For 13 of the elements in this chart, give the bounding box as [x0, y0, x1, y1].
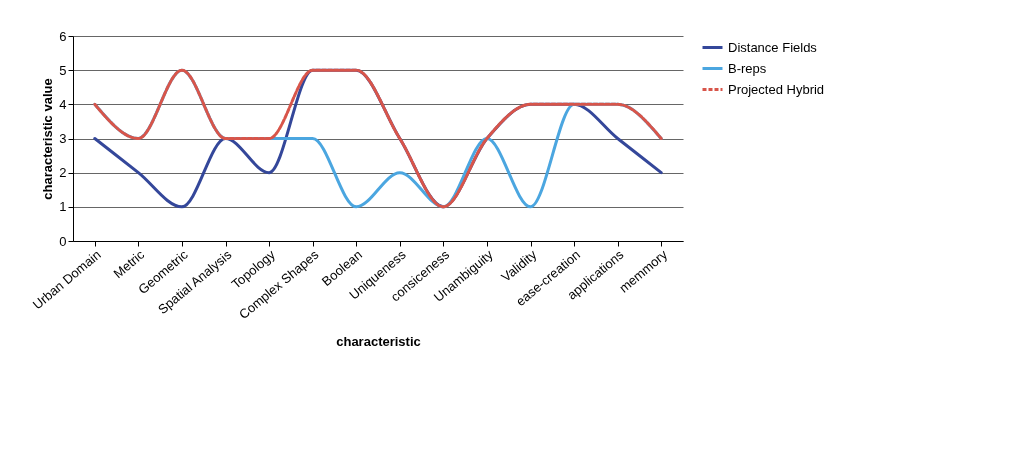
- legend-label: Projected Hybrid: [728, 81, 825, 97]
- y-tick-label: 3: [59, 131, 67, 146]
- x-axis-title: characteristic: [336, 334, 421, 350]
- legend-label: Distance Fields: [728, 39, 818, 55]
- y-axis-title: characteristic value: [40, 78, 56, 200]
- y-tick-label: 0: [59, 233, 67, 249]
- y-tick-label: 2: [59, 165, 67, 181]
- legend-label: B-reps: [728, 60, 767, 76]
- y-tick-label: 6: [59, 28, 67, 44]
- y-tick-label: 4: [59, 96, 67, 112]
- line-series: [93, 68, 663, 209]
- y-tick-label: 5: [59, 62, 67, 78]
- y-tick-label: 1: [59, 199, 67, 215]
